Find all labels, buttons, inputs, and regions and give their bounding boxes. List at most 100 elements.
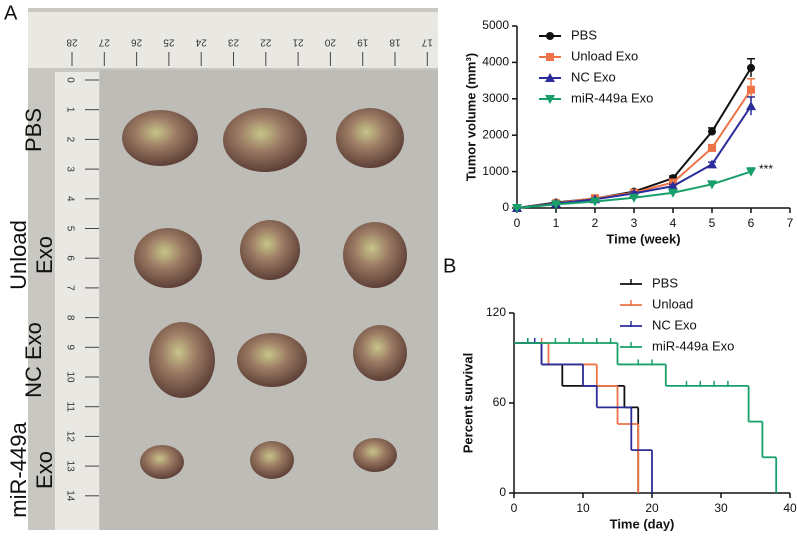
row-label: PBS	[21, 108, 46, 152]
marker	[546, 32, 554, 40]
x-tick-label: 20	[645, 501, 659, 515]
ruler-label: 2	[64, 137, 75, 143]
marker	[707, 159, 717, 169]
x-tick-label: 7	[787, 216, 794, 230]
tumor	[343, 222, 407, 288]
tumor	[353, 325, 407, 381]
marker	[707, 180, 717, 190]
y-tick-label: 4000	[482, 55, 509, 69]
y-tick-label: 0	[502, 200, 509, 214]
y-axis-label: Tumor volume (mm³)	[463, 53, 478, 181]
marker	[668, 188, 678, 198]
legend-label: PBS	[571, 27, 597, 42]
x-tick-label: 40	[783, 501, 797, 515]
y-tick-label: 1000	[482, 164, 509, 178]
ruler-label: 25	[163, 36, 175, 47]
y-tick-label: 2000	[482, 127, 509, 141]
marker	[668, 181, 678, 191]
x-tick-label: 5	[709, 216, 716, 230]
marker	[546, 53, 554, 61]
y-tick-label: 3000	[482, 91, 509, 105]
ruler-label: 11	[64, 402, 75, 413]
ruler-label: 27	[98, 36, 110, 47]
legend-label: Unload	[652, 296, 693, 311]
x-tick-label: 0	[511, 501, 518, 515]
ruler-label: 22	[260, 36, 272, 47]
y-tick-label: 5000	[482, 18, 509, 32]
marker	[746, 167, 756, 177]
ruler-label: 1	[64, 107, 75, 113]
photo-labels: 28 27 26 25 24 23 22 21 20 19 18 170123456789101112…	[6, 36, 433, 517]
tumor	[336, 108, 404, 168]
ruler-label: 5	[64, 226, 75, 232]
tumor	[250, 441, 294, 479]
y-axis-label: Percent survival	[460, 353, 475, 453]
marker	[746, 101, 756, 111]
series-line	[516, 67, 752, 209]
x-tick-label: 3	[631, 216, 638, 230]
panel-label: B	[443, 255, 456, 277]
x-tick-label: 30	[714, 501, 728, 515]
marker	[512, 204, 522, 213]
ruler-label: 13	[64, 461, 75, 473]
marker	[545, 73, 555, 82]
tumors	[122, 108, 407, 479]
row-label: NC Exo	[21, 322, 46, 398]
ruler-label: 6	[64, 255, 75, 261]
tumor	[237, 333, 307, 387]
legend-label: NC Exo	[571, 69, 616, 84]
legend-label: miR-449a Exo	[571, 90, 653, 105]
x-tick-label: 10	[576, 501, 590, 515]
ruler-label: 26	[131, 36, 143, 47]
y-tick-label: 120	[486, 305, 506, 319]
ruler-label: 20	[324, 36, 336, 47]
ruler-label: 3	[64, 166, 75, 172]
legend-label: NC Exo	[652, 317, 697, 332]
x-tick-label: 6	[748, 216, 755, 230]
ruler-label: 9	[64, 345, 75, 351]
legend-label: miR-449a Exo	[652, 338, 734, 353]
ruler-label: 7	[64, 285, 75, 291]
row-label: Exo	[32, 236, 57, 274]
ruler-label: 21	[292, 36, 304, 47]
ruler-label: 18	[389, 36, 401, 47]
annotation: ***	[759, 162, 773, 176]
legend-label: Unload Exo	[571, 48, 638, 63]
ruler-label: 19	[357, 36, 369, 47]
row-label: miR-449a	[6, 422, 31, 518]
marker	[747, 85, 755, 94]
legend-label: PBS	[652, 275, 678, 290]
marker	[747, 63, 755, 72]
x-tick-label: 1	[553, 216, 560, 230]
photo	[28, 8, 438, 530]
ruler-left	[55, 72, 99, 530]
marker	[590, 197, 600, 207]
x-axis-label: Time (day)	[610, 516, 675, 531]
x-tick-label: 4	[670, 216, 677, 230]
x-axis-label: Time (week)	[606, 231, 680, 246]
marker	[708, 127, 716, 136]
x-tick-label: 0	[514, 216, 521, 230]
ruler-label: 8	[64, 315, 75, 321]
row-label: Exo	[32, 451, 57, 489]
tumor	[353, 438, 397, 472]
tumor	[122, 110, 198, 166]
marker	[629, 193, 639, 203]
ruler-label: 0	[64, 77, 75, 83]
ruler-label: 23	[228, 36, 240, 47]
marker	[708, 143, 716, 152]
ruler-label: 10	[64, 371, 75, 383]
tumor	[149, 322, 215, 398]
ruler-label: 14	[64, 490, 75, 502]
row-label: Unload	[6, 220, 31, 290]
y-tick-label: 60	[493, 395, 507, 409]
tumor	[134, 228, 202, 288]
ruler-label: 17	[421, 36, 433, 47]
y-tick-label: 0	[499, 485, 506, 499]
ruler-label: 28	[66, 36, 78, 47]
x-tick-label: 2	[592, 216, 599, 230]
ruler-label: 12	[64, 431, 75, 443]
panel-label: A	[4, 2, 18, 24]
